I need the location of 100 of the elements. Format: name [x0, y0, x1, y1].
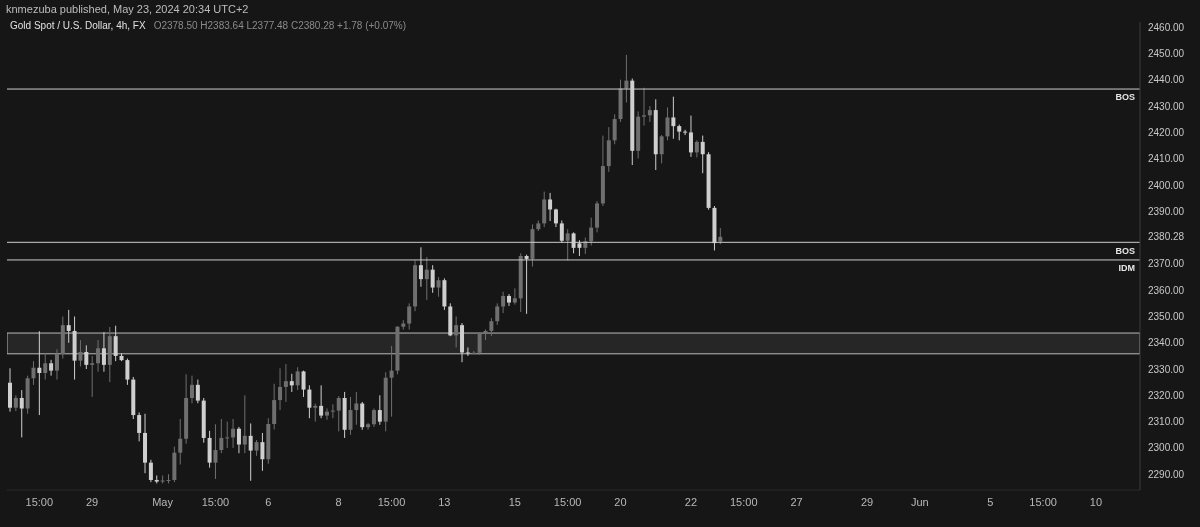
chart-title: Gold Spot / U.S. Dollar, 4h, FX	[10, 20, 146, 31]
candlestick	[54, 348, 59, 381]
x-tick-label: 10	[1089, 495, 1103, 508]
candlestick	[301, 370, 306, 398]
candlestick	[325, 407, 330, 421]
y-tick-label: 2340.00	[1148, 337, 1185, 349]
y-tick-label: 2420.00	[1148, 126, 1185, 138]
candlestick	[688, 115, 693, 158]
x-tick-label: 29	[86, 495, 99, 508]
y-tick-label: 2300.00	[1148, 442, 1185, 454]
candlestick	[336, 395, 341, 432]
y-tick-label: 2360.00	[1148, 284, 1185, 296]
candlestick	[278, 367, 283, 411]
candlestick	[330, 403, 335, 419]
candlestick	[671, 96, 676, 140]
candlestick	[19, 389, 24, 438]
x-tick-label: May	[152, 495, 174, 508]
candlestick	[377, 394, 382, 426]
ref-line-label: IDM	[1118, 263, 1135, 274]
y-tick-label: 2370.00	[1148, 258, 1185, 270]
candlestick	[436, 276, 441, 298]
candlestick	[683, 129, 688, 136]
y-tick-label: 2290.00	[1148, 468, 1185, 480]
candlestick	[319, 384, 324, 419]
candlestick	[366, 422, 371, 431]
candlestick	[307, 384, 312, 419]
candlestick	[477, 331, 482, 356]
candlestick	[313, 403, 318, 423]
candlestick	[272, 383, 277, 431]
candlestick	[589, 217, 594, 246]
x-tick-label: 8	[335, 495, 342, 508]
candlestick	[647, 105, 652, 123]
candlestick	[548, 192, 553, 222]
x-tick-label: 15:00	[25, 495, 54, 508]
candlestick	[231, 418, 236, 449]
candlestick	[659, 134, 664, 164]
y-tick-label: 2330.00	[1148, 363, 1185, 375]
candlestick	[407, 302, 412, 331]
x-tick-label: 20	[614, 495, 627, 508]
y-tick-label: 2410.00	[1148, 153, 1185, 165]
candlestick	[37, 330, 42, 416]
candlestick	[454, 315, 459, 348]
y-tick-label: 2390.00	[1148, 205, 1185, 217]
y-tick-label: 2460.00	[1148, 21, 1185, 33]
candlestick	[512, 287, 517, 306]
candlestick	[78, 339, 83, 367]
y-tick-label: 2450.00	[1148, 48, 1185, 60]
candlestick	[565, 228, 570, 261]
candlestick	[642, 87, 647, 127]
candlestick	[219, 418, 224, 454]
candlestick	[501, 291, 506, 314]
candlestick	[101, 331, 106, 373]
candlestick	[213, 423, 218, 480]
ref-line-label: BOS	[1115, 92, 1135, 103]
candlestick	[389, 345, 394, 418]
candlestick	[49, 359, 54, 377]
y-tick-label: 2350.00	[1148, 311, 1185, 323]
candlestick	[354, 391, 359, 426]
candlestick	[148, 459, 153, 483]
x-tick-label: Jun	[910, 495, 929, 508]
x-tick-label: 15:00	[553, 495, 582, 508]
candlestick	[495, 302, 500, 326]
y-tick-label: 2430.00	[1148, 100, 1185, 112]
x-tick-label: 13	[438, 495, 451, 508]
candlestick	[236, 426, 241, 454]
candlestick	[96, 339, 101, 373]
ref-line-label: BOS	[1115, 245, 1135, 256]
candlestick	[125, 358, 130, 386]
candlestick	[360, 401, 365, 431]
candlestick	[348, 396, 353, 436]
candlestick	[113, 325, 118, 362]
candlestick	[248, 422, 253, 482]
candlestick	[371, 407, 376, 428]
candlestick	[225, 421, 230, 449]
candlestick	[43, 352, 48, 381]
candlestick	[283, 363, 288, 403]
annotation: O2378.50 H2383.64 L2377.48 C2380.28 +1.78 (+0.07%)	[153, 20, 407, 31]
x-tick-label: 15:00	[377, 495, 406, 508]
candlestick	[242, 394, 247, 454]
x-tick-label: 15:00	[1029, 495, 1057, 508]
candlestick	[66, 309, 71, 344]
candlestick	[665, 106, 670, 141]
candlestick	[430, 264, 435, 294]
candlestick	[289, 373, 294, 393]
y-tick-label: 2380.28	[1148, 231, 1185, 243]
candlestick	[542, 191, 547, 228]
candlestick	[612, 113, 617, 145]
x-tick-label: 27	[790, 495, 803, 508]
candlestick	[295, 366, 300, 391]
candlestick	[700, 135, 705, 174]
y-tick-label: 2400.00	[1148, 179, 1185, 191]
x-tick-label: 15:00	[729, 495, 758, 508]
candlestick	[465, 347, 470, 357]
candlestick	[260, 432, 265, 472]
candlestick	[90, 355, 95, 398]
candlestick	[31, 360, 36, 386]
y-tick-label: 2310.00	[1148, 416, 1185, 428]
candlestick	[137, 411, 142, 442]
candlestick	[195, 379, 200, 404]
candlestick	[189, 375, 194, 404]
